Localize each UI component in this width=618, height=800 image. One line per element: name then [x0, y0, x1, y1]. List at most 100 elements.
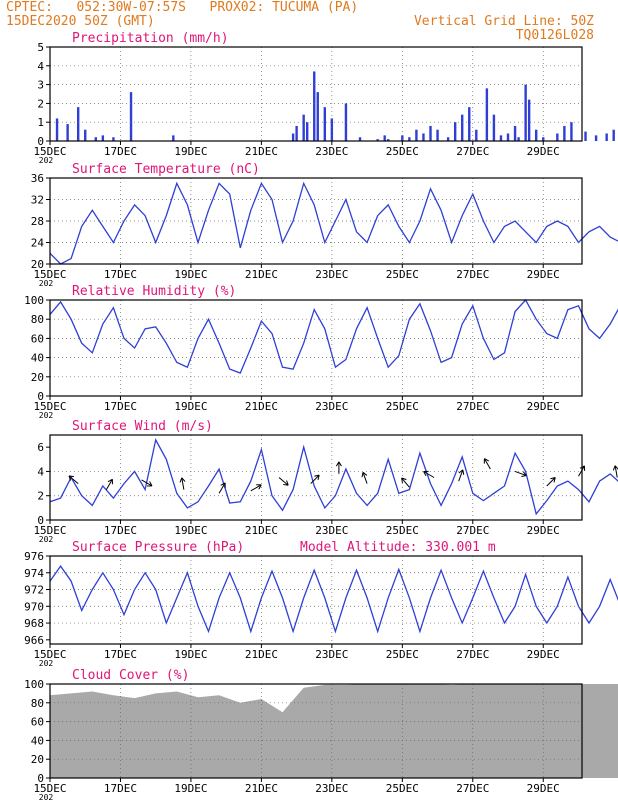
- x-tick-label: 27DEC: [456, 145, 489, 158]
- panel-precip: [46, 46, 615, 145]
- precip-bar: [66, 124, 69, 141]
- model-altitude-note: Model Altitude: 330.001 m: [300, 540, 496, 555]
- precip-bar: [291, 133, 295, 141]
- wind-arrow-head: [68, 475, 75, 481]
- y-tick-label: 100: [24, 294, 44, 307]
- x-tick-year: 202: [39, 793, 54, 800]
- y-tick-label: 974: [24, 567, 44, 580]
- x-tick-label: 15DEC: [33, 782, 66, 795]
- y-tick-label: 5: [37, 41, 44, 54]
- x-tick-year: 202: [39, 279, 54, 288]
- x-tick-label: 29DEC: [527, 400, 560, 413]
- pres-series-line: [49, 564, 618, 634]
- x-tick-label: 21DEC: [245, 268, 278, 281]
- x-tick-label: 23DEC: [315, 782, 348, 795]
- y-tick-label: 4: [37, 465, 44, 478]
- precip-bar: [475, 129, 478, 141]
- y-tick-label: 1: [37, 116, 44, 129]
- wind-arrow-head: [256, 484, 262, 490]
- precip-bar: [305, 122, 309, 141]
- wind-arrow-head: [146, 481, 153, 487]
- wind-arrow: [514, 470, 527, 477]
- x-tick-label: 17DEC: [104, 782, 137, 795]
- wind-arrow-head: [361, 471, 368, 478]
- panel-pres: [46, 555, 618, 648]
- precip-bar: [584, 131, 587, 141]
- precip-bar: [94, 137, 98, 141]
- precip-bar: [323, 107, 327, 141]
- precip-bar: [527, 99, 531, 141]
- header-line-1: CPTEC: 052:30W-07:57S PROX02: TUCUMA (PA…: [6, 0, 359, 15]
- y-tick-label: 0: [37, 772, 44, 785]
- x-tick-label: 29DEC: [527, 524, 560, 537]
- wind-arrow: [458, 469, 464, 482]
- precip-bar: [415, 129, 418, 141]
- wind-arrow-head: [550, 477, 556, 483]
- x-tick-year: 202: [39, 156, 54, 165]
- x-tick-label: 27DEC: [456, 648, 489, 661]
- wind-series-line: [49, 438, 618, 516]
- y-tick-label: 32: [31, 194, 44, 207]
- x-tick-label: 27DEC: [456, 400, 489, 413]
- panel-cloud: [46, 683, 618, 782]
- y-tick-label: 0: [37, 135, 44, 148]
- precip-bar: [506, 133, 510, 141]
- precip-bar: [387, 139, 390, 141]
- precip-bar: [513, 125, 517, 141]
- x-tick-label: 29DEC: [527, 268, 560, 281]
- x-tick-label: 23DEC: [315, 524, 348, 537]
- x-tick-label: 29DEC: [527, 648, 560, 661]
- x-tick-label: 25DEC: [386, 648, 419, 661]
- wind-arrow-head: [283, 480, 289, 486]
- wind-arrow-head: [335, 461, 342, 467]
- wind-arrow: [181, 477, 185, 490]
- precip-bar: [422, 133, 425, 141]
- y-tick-label: 2: [37, 490, 44, 503]
- y-tick-label: 966: [24, 634, 44, 647]
- precip-bar: [534, 129, 538, 141]
- temp-frame: [49, 177, 583, 265]
- x-tick-label: 21DEC: [245, 648, 278, 661]
- wind-arrow: [310, 474, 320, 484]
- wind-title: Surface Wind (m/s): [72, 419, 213, 434]
- panel-wind: [46, 434, 618, 524]
- y-tick-label: 2: [37, 97, 44, 110]
- wind-arrow-head: [314, 474, 320, 481]
- rh-series-line: [49, 298, 618, 374]
- precip-bar: [112, 137, 115, 141]
- x-tick-year: 202: [39, 411, 54, 420]
- y-tick-label: 20: [31, 371, 44, 384]
- header-grid-note: Vertical Grid Line: 50Z: [413, 14, 594, 29]
- precip-frame: [49, 46, 583, 142]
- wind-arrow-head: [107, 478, 113, 485]
- pres-frame: [49, 555, 583, 645]
- precip-bar: [492, 114, 496, 141]
- y-tick-label: 0: [37, 390, 44, 403]
- y-tick-label: 4: [37, 60, 44, 73]
- wind-arrow: [401, 477, 410, 488]
- wind-arrow-head: [179, 477, 186, 483]
- precip-bar: [55, 118, 59, 141]
- x-tick-label: 27DEC: [456, 782, 489, 795]
- x-tick-label: 25DEC: [386, 782, 419, 795]
- precip-bar: [358, 137, 362, 141]
- precip-bar: [316, 92, 319, 141]
- x-tick-label: 17DEC: [104, 268, 137, 281]
- wind-arrow: [141, 479, 153, 487]
- wind-arrow: [483, 458, 491, 470]
- precip-bar: [129, 92, 133, 141]
- y-tick-label: 40: [31, 734, 44, 747]
- x-tick-label: 25DEC: [386, 400, 419, 413]
- y-tick-label: 970: [24, 600, 44, 613]
- precip-bar: [302, 114, 305, 141]
- y-tick-label: 80: [31, 313, 44, 326]
- wind-frame: [49, 434, 583, 521]
- cloud-area: [50, 684, 618, 778]
- x-tick-label: 25DEC: [386, 145, 419, 158]
- x-tick-label: 25DEC: [386, 524, 419, 537]
- x-tick-label: 23DEC: [315, 648, 348, 661]
- x-tick-label: 19DEC: [174, 145, 207, 158]
- x-tick-label: 17DEC: [104, 648, 137, 661]
- precip-bar: [84, 129, 87, 141]
